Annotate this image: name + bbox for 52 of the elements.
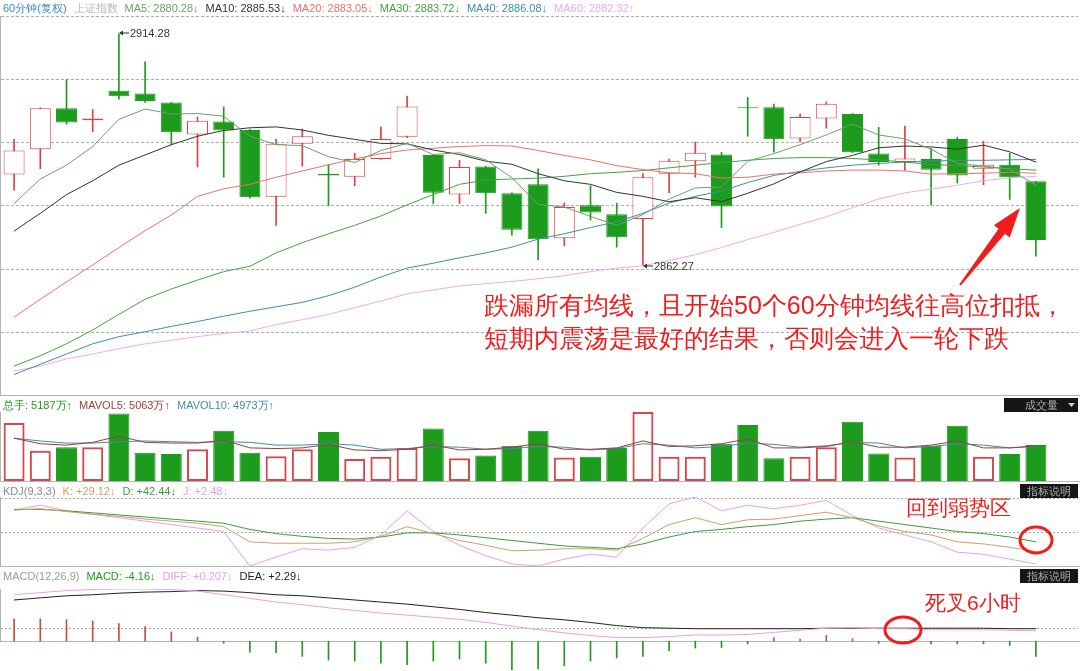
bar [134, 452, 156, 481]
text: MACD: -4.16↓ [86, 569, 156, 583]
bar [737, 425, 759, 481]
bar [763, 458, 785, 481]
annotation: 2914.28 [130, 26, 170, 40]
bar [999, 454, 1021, 481]
annotation: 2862.27 [654, 259, 694, 273]
series-label: DEA: +2.29↓ [239, 569, 302, 583]
bar [501, 445, 523, 481]
bar [606, 447, 628, 481]
bar [160, 454, 182, 481]
bar [213, 430, 235, 481]
chart-title: MACD(12,26,9) [3, 569, 80, 583]
bar [868, 453, 890, 481]
series-label: K: +29.12↓ [62, 484, 116, 498]
bar [56, 447, 77, 481]
bar [580, 456, 601, 481]
series-label: D: +42.44↓ [122, 484, 176, 498]
annotation: 跌漏所有均线，且开始50个60分钟均线往高位扣抵，短期内震荡是最好的结果，否则会进入一轮下跌 [484, 290, 1066, 354]
bar [239, 452, 261, 481]
bar [475, 455, 497, 481]
bar [946, 425, 968, 481]
bar [422, 428, 444, 481]
text: MAVOL5: 5063万↑ [79, 398, 170, 412]
text: MAVOL10: 4973万↑ [177, 398, 275, 412]
text: MA60: 2882.32↑ [554, 1, 635, 15]
bar [527, 430, 549, 481]
annotation: 指标说明 [1027, 485, 1071, 497]
bar [920, 445, 942, 481]
bar [842, 421, 863, 481]
series-label: DIFF: +0.207↓ [162, 569, 233, 583]
candlestick [108, 33, 130, 100]
bar [318, 432, 339, 481]
annotation: 回到弱势区 [906, 495, 1011, 521]
button: 指标说明 [1020, 569, 1078, 583]
text: MA5: 2880.28↓ [124, 1, 199, 15]
chart-title: KDJ(9,3,3) [3, 484, 56, 498]
candlestick [134, 61, 156, 103]
chart-subtitle: 上证指数 [73, 1, 118, 15]
series-label: 总手: 5187万↑ [3, 398, 73, 412]
dropdown-button: 成交量 [1004, 398, 1078, 412]
text: J: +2.48↓ [183, 484, 228, 498]
bar [108, 413, 130, 481]
bar [1025, 445, 1047, 481]
text: MA30: 2883.72↓ [379, 1, 460, 15]
text: MA20: 2883.05↓ [292, 1, 373, 15]
button: 指标说明 [1020, 484, 1078, 498]
chart-title: 60分钟(复权) [3, 1, 67, 15]
text: MA40: 2886.08↓ [466, 1, 548, 15]
annotation: 死叉6小时 [925, 590, 1021, 616]
text: MA10: 2885.53↓ [205, 1, 286, 15]
bar [711, 443, 732, 481]
